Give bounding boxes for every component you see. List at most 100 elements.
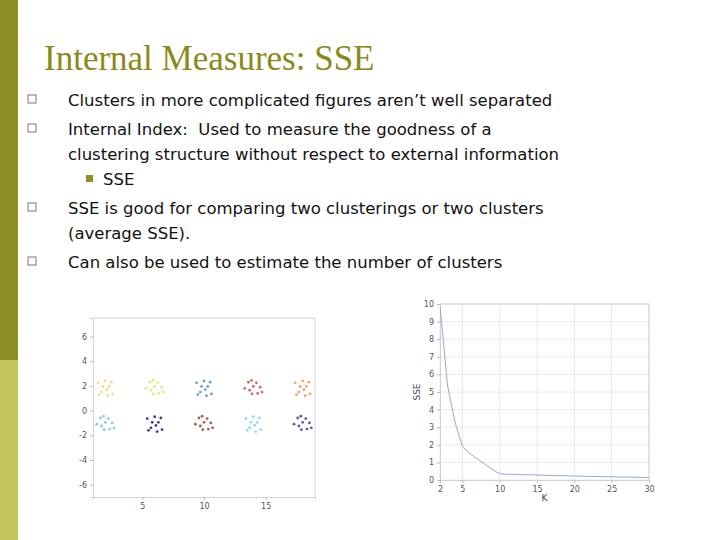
scatter-point [111,422,114,425]
tick-label: 4 [82,357,87,366]
scatter-point [105,388,108,391]
tick-mark [90,460,93,461]
tick-label: 7 [429,353,434,362]
scatter-point [161,428,164,431]
tick-label: 15 [261,502,271,511]
tick-mark [90,411,93,412]
scatter-point [301,380,304,383]
grid-line [440,392,649,393]
grid-line [440,339,649,340]
grid-line [440,462,649,463]
tick: 7 [429,353,440,362]
tick-mark [204,497,205,500]
grid-line [440,374,649,375]
scatter-point [204,388,207,391]
frame [93,318,315,319]
scatter-point [150,389,153,392]
scatter-point [261,391,264,394]
tick: 15 [261,497,271,511]
tick-label: 6 [429,370,434,379]
scatter-point [309,393,312,396]
scatter-point [157,421,160,424]
tick-mark [266,497,267,500]
scatter-point [255,381,258,384]
scatter-point [108,428,111,431]
tick: 1 [429,458,440,467]
scatter-point [293,423,296,426]
scatter-point [252,415,255,418]
tick-mark [437,480,440,481]
grid-line [440,409,649,410]
tick-label: 10 [199,502,209,511]
scatter-point [200,385,203,388]
tick-label: 30 [644,485,654,494]
bullet-text: Internal Index: Used to measure the good… [68,120,492,139]
axis-line [437,305,441,481]
scatter-point [108,385,111,388]
slide: Internal Measures: SSEClusters in more c… [0,0,720,540]
tick-mark [437,410,440,411]
scatter-point [294,381,297,384]
scatter-point [206,417,209,420]
tick-label: 0 [429,476,434,485]
scatter-point [152,393,155,396]
grid-line [440,304,649,305]
scatter-point [104,380,107,383]
tick-mark [462,480,463,483]
tick-label: 5 [429,388,434,397]
tick-mark [437,427,440,428]
tick-label: 10 [424,300,434,309]
grid-line [537,304,538,480]
bullet-text: Can also be used to estimate the number … [68,253,502,272]
tick: 8 [429,335,440,344]
tick-label: 20 [570,485,580,494]
tick-mark [437,374,440,375]
tick-mark [90,435,93,436]
scatter-point [203,421,206,424]
tick: 6 [82,333,93,342]
tick-label: 1 [429,458,434,467]
tick: -6 [79,481,93,490]
scatter-point [150,426,153,429]
tick: 2 [429,441,440,450]
scatter-point [258,417,261,420]
grid-line [440,356,649,357]
tick-mark [500,480,501,483]
y-axis-title: SSE [412,383,422,400]
tick: -2 [79,431,93,440]
tick-label: -6 [79,481,87,490]
tick: 10 [199,497,209,511]
bullet-text: clustering structure without respect to … [68,145,559,164]
y-axis: 012345678910 [424,300,441,485]
chart: 51015-6-4-20246 [79,318,315,511]
sub-bullet-marker [86,175,93,182]
scatter-point [253,424,256,427]
tick-mark [649,480,650,483]
tick-mark [437,339,440,340]
axis-line [90,319,94,498]
sub-bullet-text: SSE [103,170,134,189]
scatter-point [199,391,202,394]
scatter-point [99,417,102,420]
scatter-point [298,425,301,428]
tick-label: 2 [438,485,443,494]
tick: 4 [429,406,440,415]
tick: 30 [644,480,654,494]
tick-label: 10 [495,485,505,494]
scatter-point [148,381,151,384]
scatter-point [156,381,159,384]
scatter-point [145,387,148,390]
scatter-point [249,421,252,424]
scatter-point [248,389,251,392]
scatter-point [304,417,307,420]
scatter-point [111,393,114,396]
scatter-point [304,394,307,397]
grid [440,304,649,480]
scatter-point [198,417,201,420]
scatter-point [247,381,250,384]
tick: 5 [460,480,465,494]
tick: 0 [429,476,440,485]
tick: 2 [82,382,93,391]
scatter-point [113,426,116,429]
scatter-point [310,426,313,429]
